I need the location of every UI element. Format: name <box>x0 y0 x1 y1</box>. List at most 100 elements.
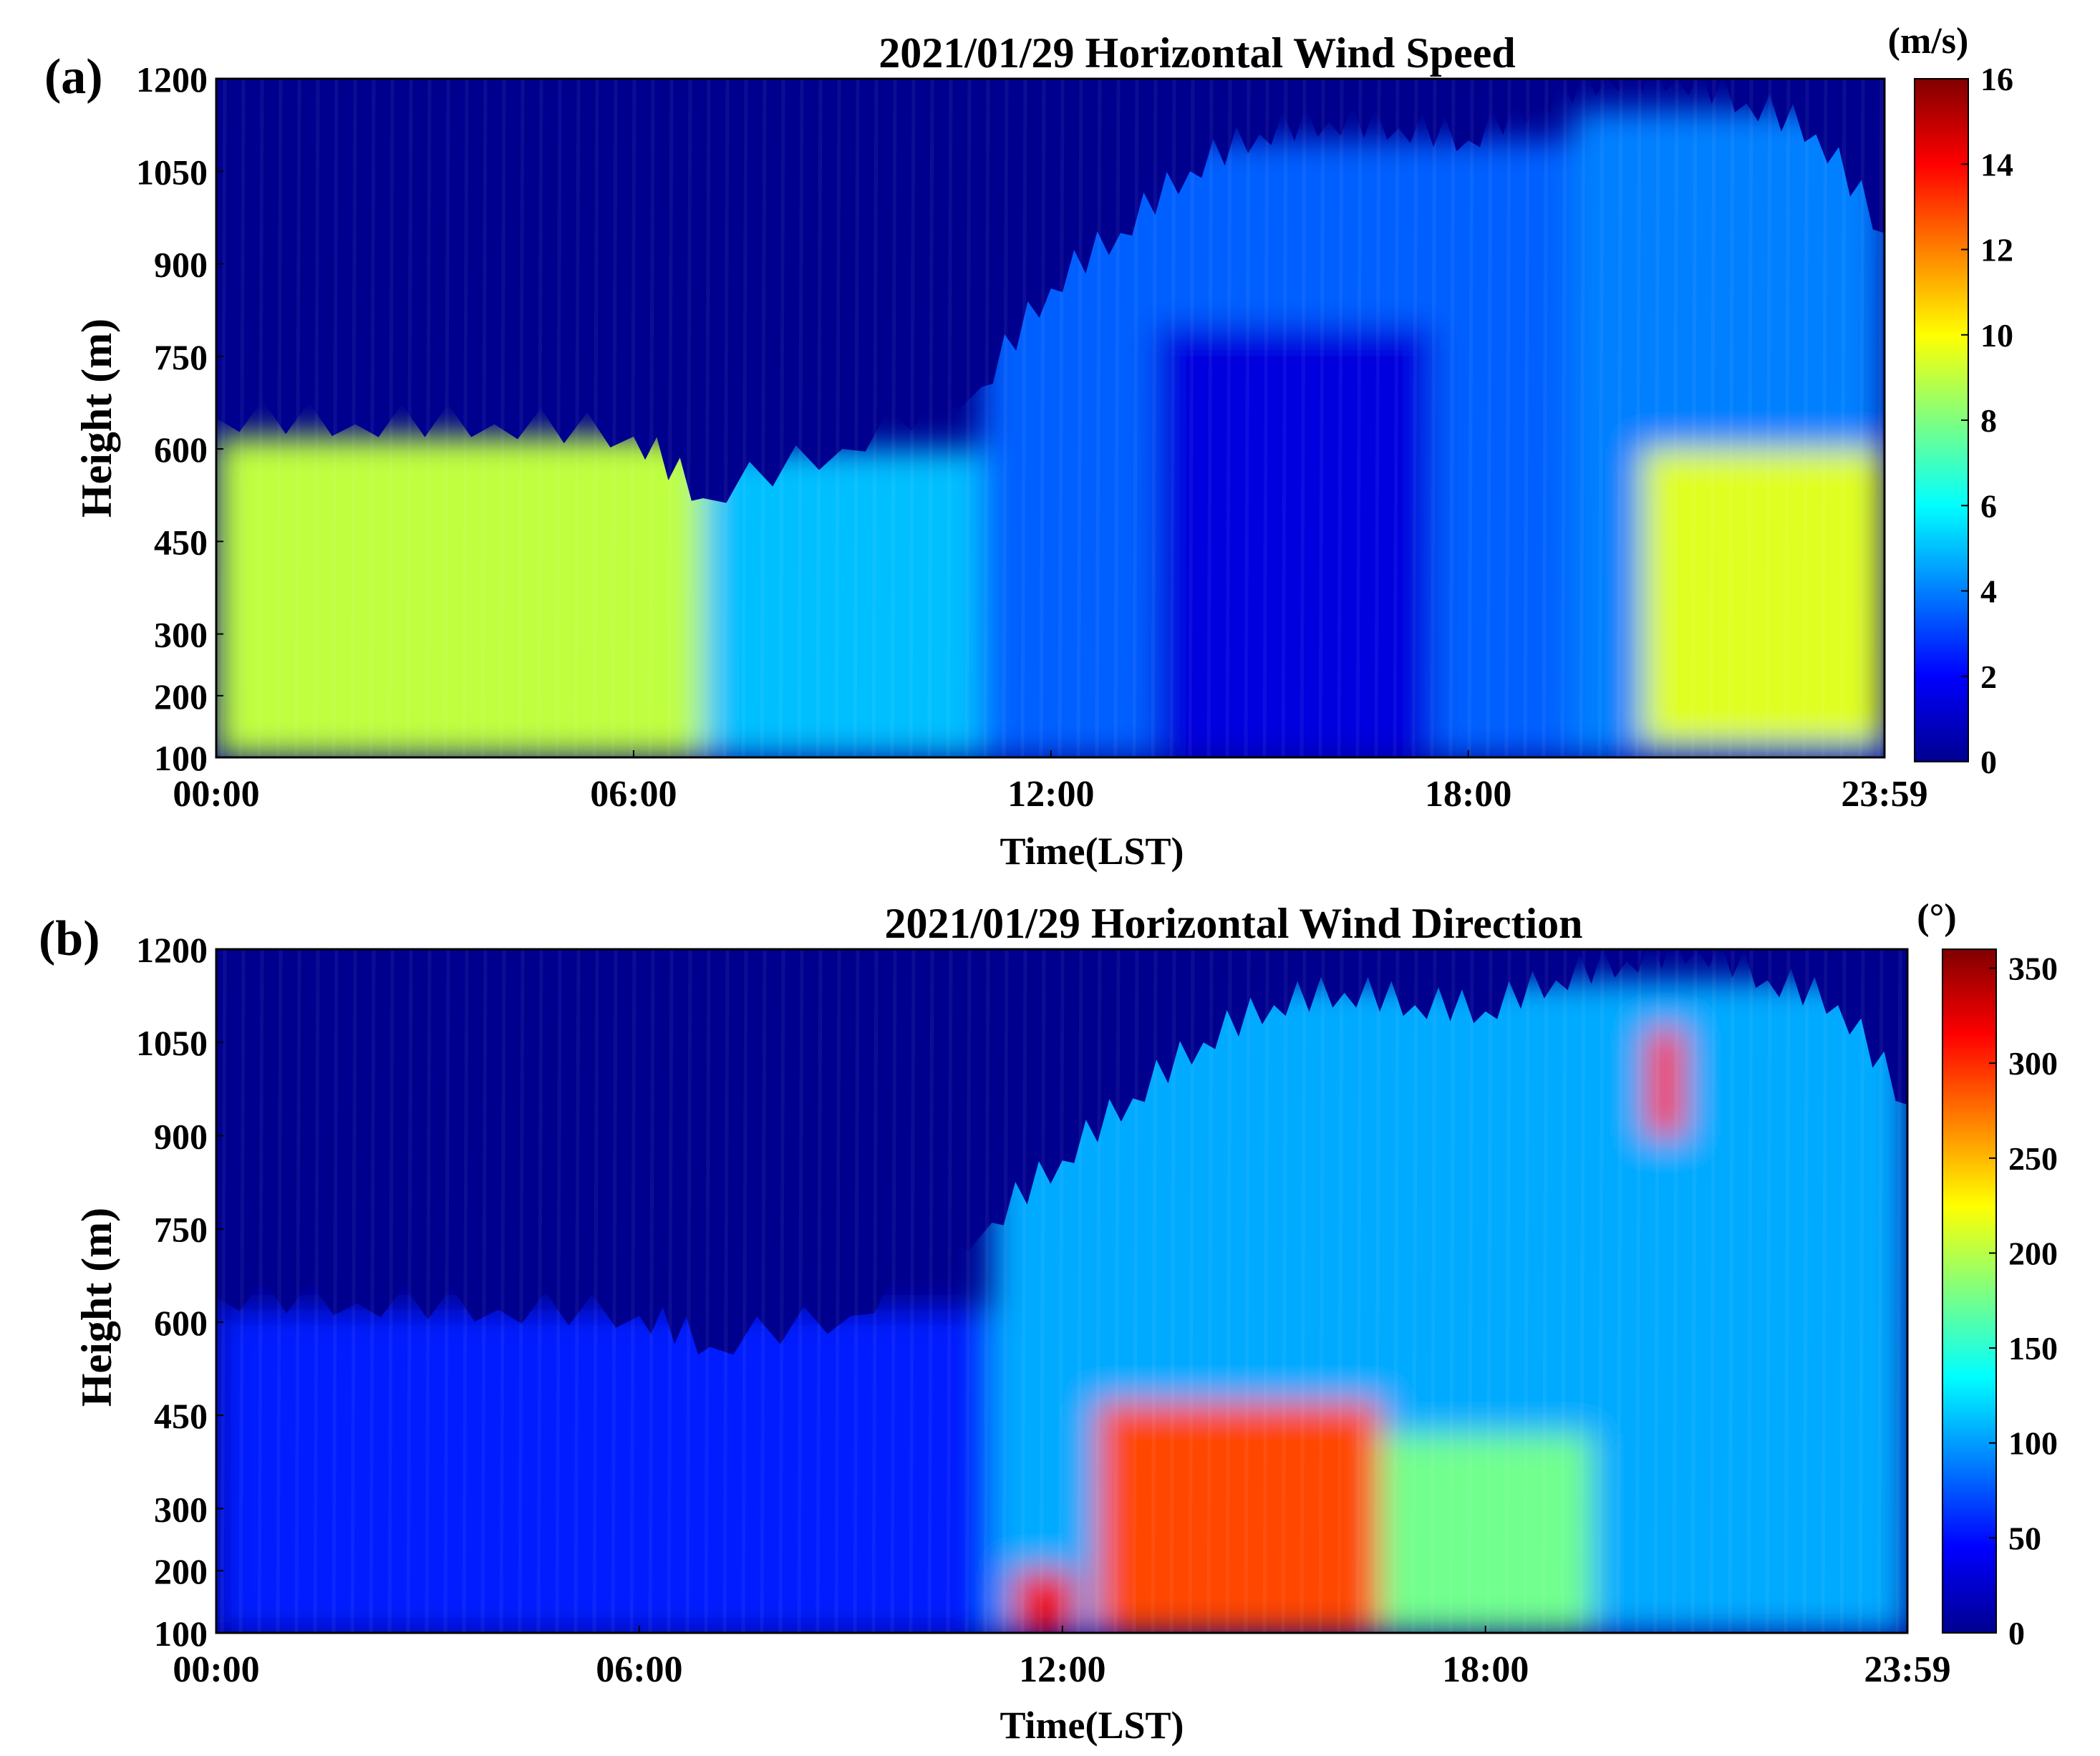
x-tick-label: 23:59 <box>1864 1649 1950 1690</box>
y-tick-label: 100 <box>154 738 208 778</box>
streaks-b <box>216 949 1907 1633</box>
streak <box>220 79 227 757</box>
streak <box>1002 79 1009 757</box>
streak <box>1058 949 1065 1633</box>
x-axis-ticks-b: 00:00 06:00 12:00 18:00 23:59 <box>173 1626 1951 1690</box>
streak <box>425 949 432 1633</box>
colorbar-tick-label: 100 <box>2008 1425 2058 1462</box>
streak <box>1281 79 1288 757</box>
streak <box>964 949 972 1633</box>
streak <box>1076 949 1083 1633</box>
streak <box>946 79 953 757</box>
streak <box>983 949 990 1633</box>
streak <box>1169 949 1176 1633</box>
streak <box>1877 79 1884 757</box>
x-tick-label: 18:00 <box>1425 774 1511 815</box>
streak <box>1095 949 1102 1633</box>
streak <box>964 79 972 757</box>
streak <box>1002 949 1009 1633</box>
heatmap-cell <box>1642 449 1884 745</box>
y-tick-label: 750 <box>154 337 208 377</box>
streak <box>350 949 357 1633</box>
streak <box>1728 79 1735 757</box>
colorbar-tick-label: 0 <box>1980 744 1997 780</box>
streak <box>685 949 692 1633</box>
streak <box>871 949 879 1633</box>
streak <box>1281 949 1288 1633</box>
x-tick-label: 18:00 <box>1442 1649 1529 1690</box>
streak <box>1746 79 1753 757</box>
streak <box>1858 949 1865 1633</box>
streak <box>443 79 450 757</box>
colorbar-tick-label: 350 <box>2008 951 2058 987</box>
streak <box>425 79 432 757</box>
streak <box>313 949 320 1633</box>
streak <box>1486 79 1493 757</box>
streak <box>722 949 730 1633</box>
streak <box>1802 949 1809 1633</box>
colorbar-tick-label: 50 <box>2008 1520 2041 1556</box>
streak <box>648 79 655 757</box>
y-tick-label: 450 <box>154 1396 208 1436</box>
streak <box>1486 949 1493 1633</box>
streak <box>257 79 264 757</box>
streak <box>1709 949 1716 1633</box>
streak <box>574 949 581 1633</box>
colorbar-a <box>1914 78 1969 762</box>
streak <box>462 949 469 1633</box>
streak <box>1672 79 1679 757</box>
y-tick-label: 200 <box>154 1551 208 1591</box>
streak <box>518 949 525 1633</box>
y-tick-label: 600 <box>154 1303 208 1343</box>
streak <box>592 949 599 1633</box>
streak <box>1039 949 1046 1633</box>
streak <box>1393 79 1400 757</box>
y-tick-label: 450 <box>154 522 208 562</box>
heatmap-cell <box>703 449 982 757</box>
streak <box>927 79 934 757</box>
colorbar-tick-label: 0 <box>2008 1615 2025 1651</box>
streak <box>1039 79 1046 757</box>
y-axis-label-b: Height (m) <box>73 1208 120 1407</box>
streak <box>1244 79 1251 757</box>
streak <box>1784 79 1791 757</box>
streak <box>1746 949 1753 1633</box>
streak <box>611 79 618 757</box>
streak <box>369 949 376 1633</box>
y-axis-ticks-b: 100 200 300 450 600 750 900 1050 1200 <box>136 930 223 1654</box>
streak <box>1635 79 1642 757</box>
streak <box>313 79 320 757</box>
colorbar-tick-label: 250 <box>2008 1140 2058 1177</box>
colorbar-b <box>1942 949 1997 1634</box>
heatmap-cell <box>1647 1029 1683 1136</box>
streak <box>1448 949 1456 1633</box>
streak <box>369 79 376 757</box>
streak <box>816 79 823 757</box>
heatmap-cell <box>1098 1402 1380 1633</box>
streak <box>499 949 506 1633</box>
x-tick-label: 00:00 <box>173 1649 259 1690</box>
colorbar-tick-label: 4 <box>1980 573 1997 610</box>
streak <box>890 949 897 1633</box>
streak <box>1151 949 1158 1633</box>
streak <box>1411 79 1418 757</box>
streak <box>1151 79 1158 757</box>
streak <box>760 79 767 757</box>
x-tick-label: 12:00 <box>1007 774 1094 815</box>
streak <box>1895 949 1902 1633</box>
streak <box>350 79 357 757</box>
streak <box>387 79 395 757</box>
streak <box>853 79 860 757</box>
x-axis-label-a: Time(LST) <box>1000 830 1184 873</box>
streak <box>1542 949 1549 1633</box>
streak <box>890 79 897 757</box>
streak <box>1690 949 1698 1633</box>
plot-area-b <box>216 949 1907 1633</box>
heatmap-cell <box>216 1309 992 1633</box>
streak <box>499 79 506 757</box>
streak <box>238 949 246 1633</box>
colorbar-ticks-a: 0 2 4 6 8 10 12 14 16 <box>1961 61 2013 780</box>
streak <box>1523 949 1530 1633</box>
streak <box>294 949 301 1633</box>
y-tick-label: 600 <box>154 430 208 470</box>
